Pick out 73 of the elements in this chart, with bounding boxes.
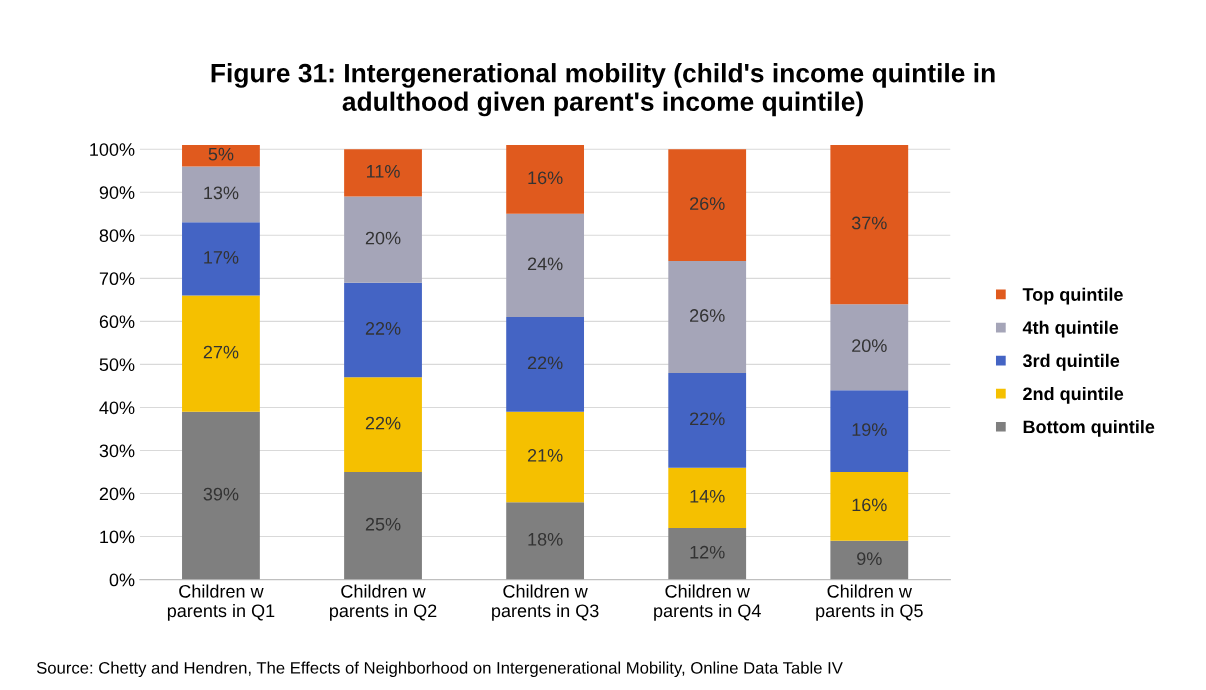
bar: [830, 472, 909, 541]
data-label: 17%: [204, 251, 239, 264]
bar: [182, 222, 260, 296]
bar: [830, 304, 909, 391]
bar: [668, 527, 747, 580]
bar: [506, 317, 585, 412]
legend-label: Top quintile: [1022, 287, 1123, 305]
bar: [182, 411, 260, 580]
y-tick-label: 20%: [99, 487, 135, 501]
bar: [344, 472, 422, 580]
bar: [830, 144, 909, 305]
legend-label: Bottom quintile: [1023, 420, 1155, 437]
y-tick-label: 30%: [99, 444, 135, 458]
data-label: 12%: [690, 545, 725, 559]
data-label: 19%: [852, 423, 887, 436]
chart-title: Figure 31: Intergenerational mobility (child's income quintile in adulthood given parent's income quintile): [211, 63, 995, 117]
bar: [668, 373, 747, 468]
data-label: 9%: [857, 552, 882, 566]
x-tick-label: Children w parents in Q1: [167, 584, 275, 621]
data-label: 18%: [528, 532, 563, 546]
y-tick-label: 60%: [99, 315, 135, 329]
y-tick-label: 0%: [109, 573, 135, 587]
data-label: 37%: [851, 216, 887, 230]
data-label: 11%: [367, 165, 400, 178]
y-tick-label: 80%: [99, 229, 135, 242]
bar: [344, 282, 422, 378]
bar: [344, 149, 422, 197]
legend-label: 2nd quintile: [1023, 386, 1124, 404]
x-tick-label: Children w parents in Q5: [816, 584, 923, 621]
data-label: 13%: [204, 186, 239, 200]
data-label: 16%: [528, 171, 563, 185]
data-label: 26%: [690, 197, 725, 210]
bar: [344, 377, 422, 472]
y-tick-label: 40%: [99, 401, 135, 415]
x-tick-label: Children w parents in Q3: [492, 584, 599, 621]
data-label: 25%: [365, 517, 401, 531]
data-label: 24%: [527, 257, 563, 271]
data-label: 22%: [365, 416, 401, 430]
data-label: 22%: [365, 322, 401, 335]
data-label: 22%: [527, 356, 563, 370]
bar: [830, 390, 909, 472]
x-tick-label: Children w parents in Q2: [330, 584, 437, 621]
legend-label: 4th quintile: [1022, 320, 1119, 338]
y-tick-label: 10%: [100, 530, 135, 544]
bar: [506, 144, 585, 214]
data-label: 21%: [527, 449, 563, 462]
bar: [668, 149, 747, 262]
bar: [506, 411, 585, 503]
bar: [182, 295, 260, 412]
data-label: 20%: [852, 339, 887, 353]
data-label: 20%: [365, 231, 401, 245]
bar: [182, 166, 260, 223]
data-label: 27%: [203, 345, 239, 359]
bar: [506, 502, 585, 580]
bar: [182, 144, 260, 167]
data-label: 16%: [852, 498, 887, 512]
bar: [506, 213, 585, 318]
legend-label: 3rd quintile: [1022, 353, 1120, 371]
bar: [830, 540, 909, 580]
data-label: 26%: [690, 309, 725, 322]
y-tick-label: 70%: [99, 272, 135, 286]
x-tick-label: Children w parents in Q4: [654, 584, 761, 621]
bar: [668, 261, 747, 374]
data-label: 22%: [690, 412, 725, 426]
y-tick-label: 100%: [90, 143, 135, 156]
bar: [344, 196, 422, 283]
data-label: 39%: [203, 487, 239, 501]
source-note: Source: Chetty and Hendren, The Effects of Neighborhood on Intergenerational Mobility, Online Data Table IV: [36, 661, 843, 678]
data-label: 14%: [690, 489, 725, 503]
data-label: 5%: [208, 147, 234, 161]
y-tick-label: 50%: [99, 358, 135, 372]
y-tick-label: 90%: [99, 186, 135, 199]
bar: [668, 467, 747, 528]
